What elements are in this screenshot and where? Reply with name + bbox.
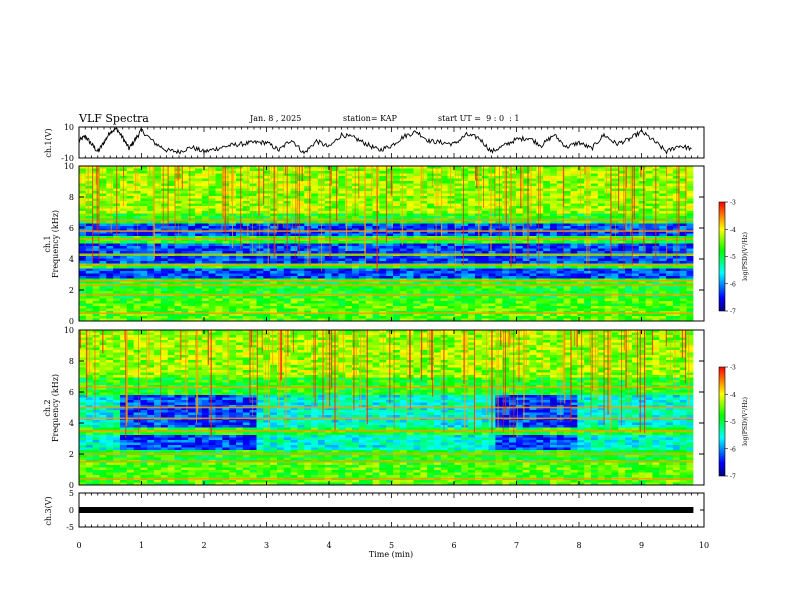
time-tick-label: 6 [451, 541, 456, 550]
colorbar-tick-label: -5 [730, 254, 736, 261]
colorbar-tick-label: -7 [730, 309, 736, 316]
colorbar-tick-label: -3 [730, 365, 736, 372]
ch2-panel-label: ch.2 [43, 399, 52, 416]
ch3-ytick-label: 0 [69, 506, 74, 515]
ch1-freq-label: Frequency (kHz) [51, 210, 60, 278]
spec-ytick-label: 8 [69, 193, 74, 202]
ch1-waveform-line [78, 126, 692, 155]
date-label: Jan. 8 , 2025 [250, 114, 302, 123]
spec-ytick-label: 4 [69, 255, 74, 264]
ch1-spectrogram-ticks: 10 8 6 4 2 0 [64, 162, 705, 326]
time-tick-label: 8 [576, 541, 581, 550]
ch1-ylabel: ch.1(V) [44, 128, 53, 157]
colorbar-tick-label: -3 [730, 200, 736, 207]
time-tick-label: 1 [139, 541, 144, 550]
spec-ytick-label: 6 [69, 388, 74, 397]
ch3-ytick-label: -5 [66, 523, 74, 532]
ch1-spectrogram-image [78, 166, 704, 322]
ch1-waveform-series [78, 126, 692, 155]
ch3-ylabel: ch.3(V) [44, 496, 53, 525]
ch3-ytick-label: 5 [69, 489, 74, 498]
time-tick-label: 5 [389, 541, 394, 550]
station-label: station= KAP [343, 114, 397, 123]
ch2-freq-label: Frequency (kHz) [51, 374, 60, 442]
time-tick-label: 10 [699, 541, 709, 550]
spec-ytick-label: 10 [64, 162, 74, 171]
time-tick-label: 4 [326, 541, 331, 550]
colorbar-label: log(PSD)(V²/Hz) [742, 397, 749, 446]
ch1-waveform-panel: 10 -10 ch.1(V) [44, 123, 705, 163]
ch2-spectrogram-ticks: 10 8 6 4 2 0 [64, 326, 705, 490]
ch1-spectrogram-panel: 10 8 6 4 2 0 ch.1 Frequency (kHz) [43, 162, 705, 326]
spec-ytick-label: 2 [69, 450, 74, 459]
colorbar-tick-label: -7 [730, 474, 736, 481]
spec-ytick-label: 6 [69, 224, 74, 233]
spec-ytick-label: 0 [69, 481, 74, 490]
colorbar-tick-label: -4 [730, 227, 736, 234]
ch3-ticks: 5 0 -5 [66, 489, 704, 532]
colorbar-gradient [718, 366, 726, 477]
time-tick-label: 3 [264, 541, 269, 550]
time-tick-label: 0 [76, 541, 81, 550]
spec-ytick-label: 0 [69, 317, 74, 326]
colorbar-tick-label: -6 [730, 446, 736, 453]
ch1-colorbar: -3 -4 -5 -6 -7 log(PSD)(V²/Hz) [718, 200, 749, 316]
spec-ytick-label: 10 [64, 326, 74, 335]
time-axis-label: Time (min) [369, 550, 413, 559]
time-tick-label: 7 [514, 541, 519, 550]
ch2-spectrogram-panel: 10 8 6 4 2 0 ch.2 Frequency (kHz) [43, 326, 705, 490]
ch1-ytick-bottom: -10 [61, 154, 74, 163]
ch3-waveform-panel: 5 0 -5 ch.3(V) [44, 489, 705, 532]
spec-ytick-label: 4 [69, 419, 74, 428]
ch1-ytick-top: 10 [64, 123, 74, 132]
figure-title: VLF Spectra [79, 112, 149, 125]
colorbar-tick-label: -5 [730, 419, 736, 426]
start-time-label: start UT = 9 : 0 : 1 [438, 114, 520, 123]
colorbar-label: log(PSD)(V²/Hz) [742, 232, 749, 281]
ch3-waveform-line [79, 507, 694, 513]
spec-ytick-label: 8 [69, 357, 74, 366]
spec-ytick-label: 2 [69, 286, 74, 295]
ch1-panel-label: ch.1 [43, 235, 52, 252]
ch3-waveform-series [79, 507, 694, 513]
time-tick-label: 2 [201, 541, 206, 550]
time-axis: 0 1 2 3 4 5 6 7 8 9 10 [76, 127, 709, 550]
ch2-colorbar: -3 -4 -5 -6 -7 log(PSD)(V²/Hz) [718, 365, 749, 481]
colorbar-tick-label: -6 [730, 281, 736, 288]
ch2-spectrogram-image [78, 330, 704, 486]
colorbar-gradient [718, 201, 726, 312]
time-tick-label: 9 [639, 541, 644, 550]
colorbar-tick-label: -4 [730, 392, 736, 399]
